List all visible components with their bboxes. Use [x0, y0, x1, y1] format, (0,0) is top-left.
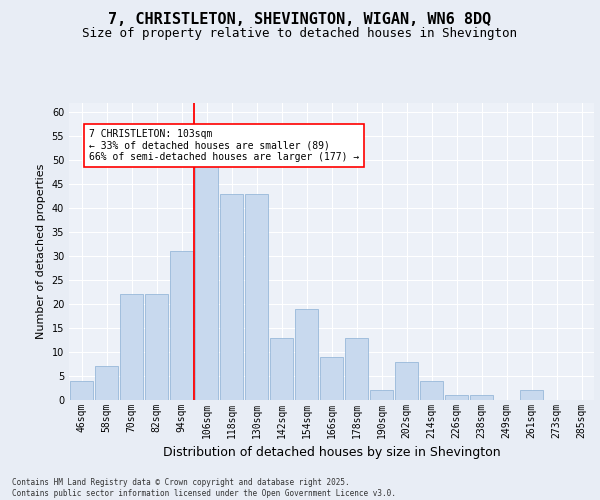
Bar [220, 194, 243, 400]
Bar [445, 395, 468, 400]
Bar [470, 395, 493, 400]
Text: Size of property relative to detached houses in Shevington: Size of property relative to detached ho… [83, 28, 517, 40]
Bar [120, 294, 143, 400]
Bar [520, 390, 543, 400]
Bar [195, 160, 218, 400]
Bar [70, 381, 93, 400]
Bar [345, 338, 368, 400]
Bar [145, 294, 168, 400]
Text: Contains HM Land Registry data © Crown copyright and database right 2025.
Contai: Contains HM Land Registry data © Crown c… [12, 478, 396, 498]
Bar [245, 194, 268, 400]
Bar [95, 366, 118, 400]
Text: 7 CHRISTLETON: 103sqm
← 33% of detached houses are smaller (89)
66% of semi-deta: 7 CHRISTLETON: 103sqm ← 33% of detached … [89, 129, 359, 162]
Text: 7, CHRISTLETON, SHEVINGTON, WIGAN, WN6 8DQ: 7, CHRISTLETON, SHEVINGTON, WIGAN, WN6 8… [109, 12, 491, 28]
Bar [270, 338, 293, 400]
Y-axis label: Number of detached properties: Number of detached properties [36, 164, 46, 339]
Bar [320, 357, 343, 400]
X-axis label: Distribution of detached houses by size in Shevington: Distribution of detached houses by size … [163, 446, 500, 460]
Bar [395, 362, 418, 400]
Bar [370, 390, 393, 400]
Bar [170, 252, 193, 400]
Bar [295, 309, 318, 400]
Bar [420, 381, 443, 400]
